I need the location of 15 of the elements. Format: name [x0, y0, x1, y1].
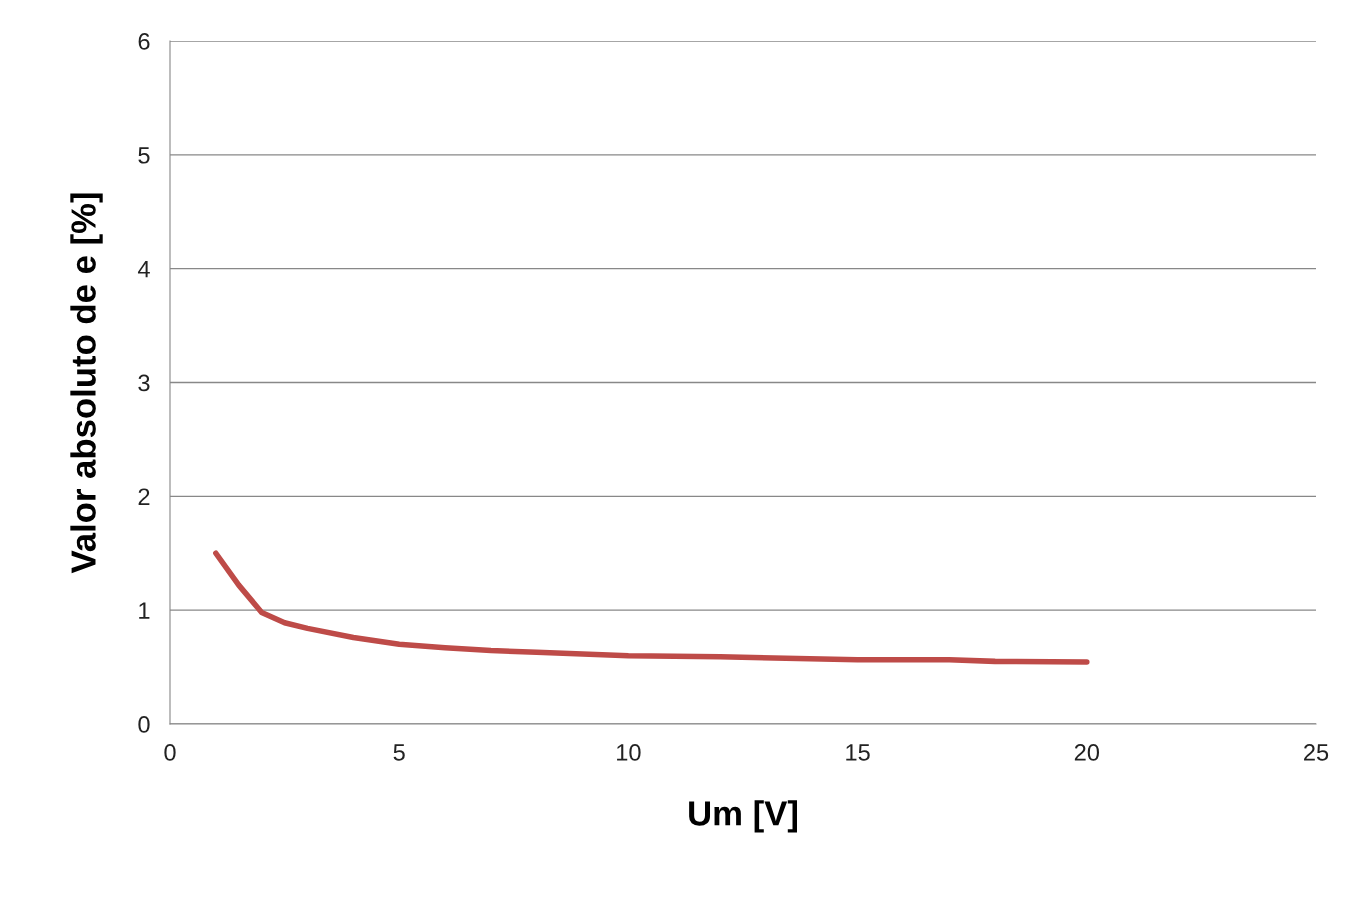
- x-tick-label: 5: [393, 744, 405, 761]
- x-tick-label: 25: [1304, 744, 1329, 761]
- y-tick-label: 3: [138, 374, 150, 392]
- x-tick-label: 10: [617, 744, 641, 761]
- y-tick-label: 1: [139, 602, 150, 619]
- y-tick-label: 4: [137, 260, 150, 278]
- x-tick-label: 20: [1074, 744, 1100, 761]
- x-axis-title: Um [V]: [689, 800, 797, 833]
- y-tick-label: 6: [138, 33, 150, 50]
- y-tick-label: 5: [138, 147, 150, 164]
- y-tick-label: 2: [138, 488, 150, 505]
- x-tick-label: 15: [846, 744, 870, 761]
- y-tick-label: 0: [138, 716, 150, 733]
- x-tick-label: 0: [164, 744, 176, 761]
- y-axis-title: Valor absoluto de e [%]: [70, 193, 103, 574]
